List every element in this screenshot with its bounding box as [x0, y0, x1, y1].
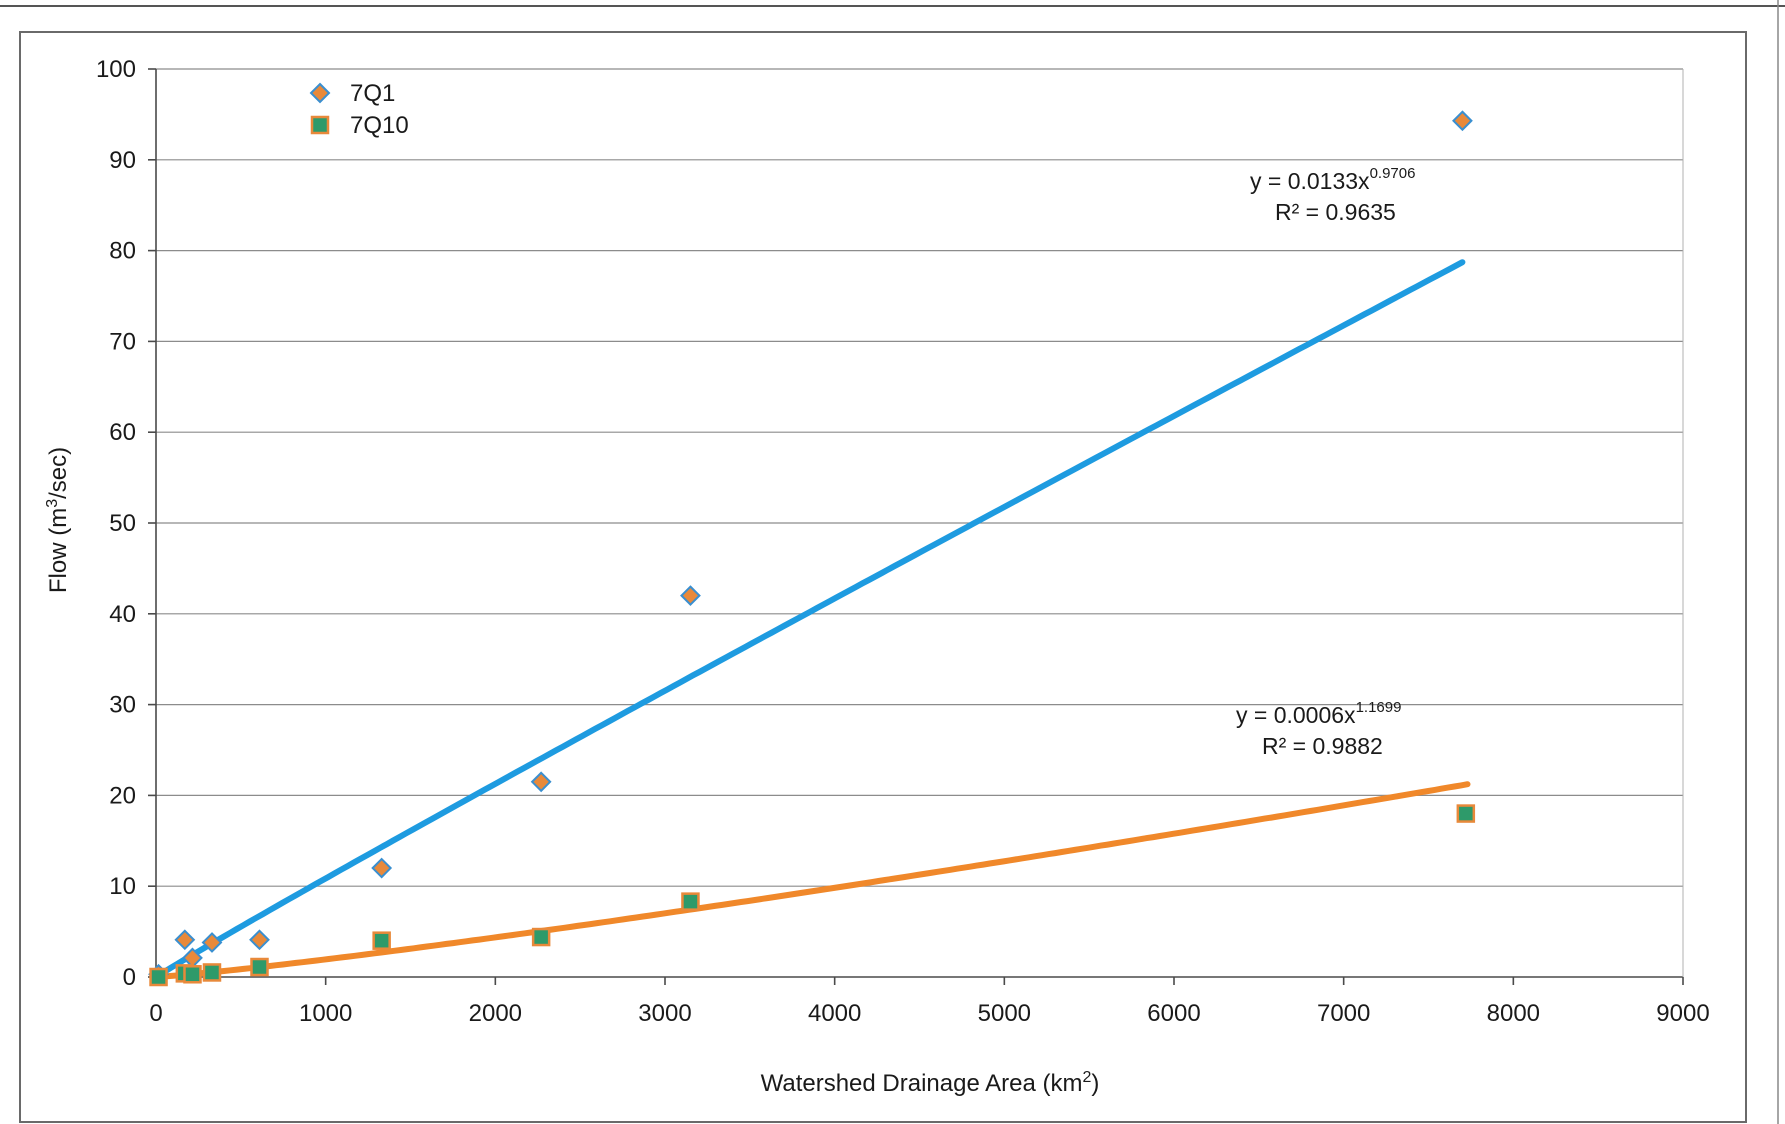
y-tick-label-20: 20: [109, 782, 136, 809]
y-tick-label-100: 100: [96, 56, 136, 83]
x-axis-title: Watershed Drainage Area (km2): [761, 1069, 1100, 1097]
x-tick-labels: 0 1000 2000 3000 4000 5000 6000 7000 8000 9000: [149, 1000, 1709, 1027]
point-7q1-4: [249, 929, 270, 951]
trendline-7q1: [155, 259, 1466, 979]
legend-7q1-marker: [309, 82, 331, 104]
y-tick-label-30: 30: [109, 692, 136, 719]
point-7q10-5: [372, 931, 391, 950]
equation-7q1: y = 0.0133x0.9706 R² = 0.9635: [1250, 165, 1415, 225]
point-7q1-3: [201, 932, 223, 953]
y-axis-title-end: /sec): [45, 447, 72, 499]
x-tick-label-9000: 9000: [1656, 1000, 1709, 1027]
x-tick-label-6000: 6000: [1147, 1000, 1200, 1027]
point-7q10-8: [1456, 804, 1476, 823]
trendlines: [155, 259, 1471, 980]
x-tick-label-5000: 5000: [978, 1000, 1031, 1027]
y-axis-title-sup: 3: [44, 499, 61, 508]
point-7q10-4: [250, 957, 269, 977]
chart-frame: [19, 31, 1747, 1123]
point-7q1-8: [1452, 110, 1473, 132]
point-7q1-5: [371, 857, 393, 879]
equation-7q1-exponent: 0.9706: [1370, 165, 1416, 182]
y-tick-label-10: 10: [109, 873, 136, 900]
x-axis-title-main: Watershed Drainage Area (km: [761, 1070, 1083, 1097]
x-tick-label-2000: 2000: [469, 1000, 522, 1027]
y-tick-label-90: 90: [109, 147, 136, 174]
point-7q1-1: [174, 929, 196, 951]
y-tick-label-70: 70: [109, 328, 136, 355]
y-axis-title-main: Flow (m: [45, 508, 72, 593]
x-tick-label-3000: 3000: [638, 1000, 691, 1027]
point-7q10-6: [531, 927, 551, 947]
point-7q10-7: [681, 892, 700, 911]
equation-7q1-r2: R² = 0.9635: [1275, 199, 1396, 225]
point-7q10-3: [202, 963, 222, 982]
equation-7q10-exponent: 1.1699: [1356, 699, 1402, 716]
equation-7q10-r2: R² = 0.9882: [1262, 733, 1383, 759]
point-7q1-6: [530, 771, 552, 793]
equation-7q10-base: y = 0.0006x: [1236, 702, 1356, 728]
x-tick-label-0: 0: [149, 1000, 162, 1027]
x-tick-label-1000: 1000: [299, 1000, 352, 1027]
equation-7q10: y = 0.0006x1.1699 R² = 0.9882: [1236, 699, 1401, 759]
y-tick-labels: 0 10 20 30 40 50 60 70 80 90 100: [96, 56, 136, 991]
x-axis-title-end: ): [1091, 1070, 1099, 1097]
x-tick-label-8000: 8000: [1487, 1000, 1540, 1027]
legend-7q10-marker: [310, 115, 330, 135]
legend-7q1-label: 7Q1: [350, 80, 395, 107]
point-7q1-7: [680, 585, 701, 607]
equation-7q1-text: y = 0.0133x0.9706: [1250, 165, 1415, 194]
y-axis-title: Flow (m3/sec): [44, 447, 72, 593]
equation-7q10-text: y = 0.0006x1.1699: [1236, 699, 1401, 728]
y-tick-label-60: 60: [109, 419, 136, 446]
x-tick-label-4000: 4000: [808, 1000, 861, 1027]
y-tick-label-40: 40: [109, 601, 136, 628]
data-points: [148, 110, 1476, 987]
y-tick-label-0: 0: [123, 964, 136, 991]
point-7q10-2: [183, 965, 202, 984]
x-axis-title-sup: 2: [1083, 1069, 1092, 1086]
y-tick-label-50: 50: [109, 510, 136, 537]
trendline-7q10: [155, 781, 1471, 980]
x-tick-label-7000: 7000: [1317, 1000, 1370, 1027]
y-tick-label-80: 80: [109, 238, 136, 265]
equation-7q1-base: y = 0.0133x: [1250, 168, 1370, 194]
legend-7q10-label: 7Q10: [350, 112, 409, 139]
gridlines: [156, 68, 1683, 887]
legend: 7Q1 7Q10: [309, 80, 409, 139]
point-7q10-0: [149, 967, 168, 987]
